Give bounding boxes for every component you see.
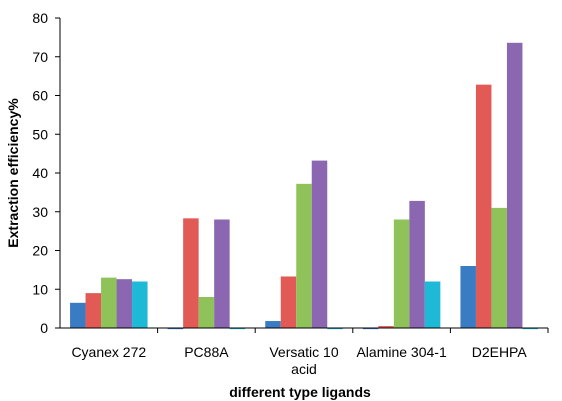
y-tick-label: 0 bbox=[40, 320, 48, 336]
x-tick-label: Cyanex 272 bbox=[71, 344, 146, 360]
bar bbox=[198, 297, 215, 328]
y-tick-label: 20 bbox=[32, 243, 48, 259]
x-tick-labels: Cyanex 272 PC88A Versatic 10 acid Alamine 30… bbox=[71, 328, 549, 377]
bar bbox=[393, 219, 410, 328]
x-tick-label: PC88A bbox=[184, 344, 229, 360]
y-tick-label: 50 bbox=[32, 126, 48, 142]
bar bbox=[229, 328, 246, 330]
bar bbox=[101, 277, 117, 328]
x-tick-label: Alamine 304-1 bbox=[356, 344, 446, 360]
bar bbox=[265, 321, 281, 328]
bar bbox=[70, 302, 86, 328]
bar bbox=[460, 266, 476, 328]
bar bbox=[409, 200, 425, 328]
bar bbox=[214, 219, 230, 328]
x-tick-label: D2EHPA bbox=[472, 344, 528, 360]
bar bbox=[506, 42, 523, 329]
bar bbox=[522, 328, 538, 330]
bar bbox=[85, 293, 102, 328]
y-axis-title: Extraction efficiency% bbox=[5, 98, 21, 248]
bar bbox=[132, 281, 148, 328]
y-tick-label: 10 bbox=[32, 281, 48, 297]
bar bbox=[475, 84, 492, 329]
bar bbox=[311, 160, 328, 328]
y-tick-label: 40 bbox=[32, 165, 48, 181]
bar bbox=[424, 281, 441, 328]
y-tick-label: 70 bbox=[32, 49, 48, 65]
bar bbox=[280, 276, 297, 328]
bar bbox=[183, 218, 199, 328]
bar bbox=[378, 326, 394, 328]
x-axis-title: different type ligands bbox=[229, 384, 371, 400]
y-tick-label: 30 bbox=[32, 204, 48, 220]
bar bbox=[116, 279, 133, 328]
y-tick-label: 60 bbox=[32, 88, 48, 104]
bars-group bbox=[70, 42, 538, 330]
y-tick-label: 80 bbox=[32, 10, 48, 26]
bar bbox=[491, 207, 507, 328]
bar bbox=[296, 183, 312, 328]
bar bbox=[167, 328, 184, 330]
x-tick-label: Versatic 10 acid bbox=[269, 344, 338, 377]
bar bbox=[362, 328, 379, 330]
bar bbox=[327, 328, 343, 330]
y-tick-labels: 0 10 20 30 40 50 60 70 80 bbox=[32, 10, 60, 336]
